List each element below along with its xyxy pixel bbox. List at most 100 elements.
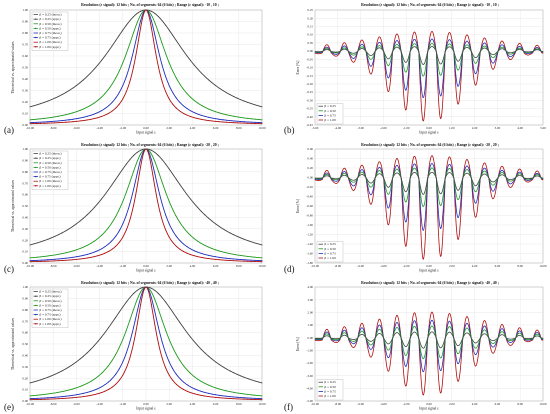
series-point-2 (218, 112, 220, 114)
series-point-3 (97, 112, 99, 114)
series-point-4 (33, 123, 35, 125)
series-point-1 (445, 176, 447, 178)
series-point-4 (475, 216, 477, 217)
series-point-4 (61, 260, 63, 261)
x-tick-label: -10.00 (26, 402, 35, 406)
series-point-4 (150, 304, 152, 305)
series-point-2 (250, 118, 252, 120)
legend-label: β = 0.75 (325, 113, 337, 117)
series-point-4 (387, 224, 389, 225)
legend-label: β = 0.75 (appr.) (40, 36, 61, 40)
series-point-4 (208, 258, 209, 259)
series-point-4 (115, 107, 117, 109)
series-point-4 (363, 41, 364, 43)
series-point-4 (457, 380, 459, 382)
series-point-4 (222, 121, 224, 123)
series-point-3 (490, 60, 492, 62)
series-point-1 (469, 49, 471, 50)
series-point-2 (451, 171, 453, 172)
legend-label: β = 0.75 (theor.) (40, 170, 62, 174)
series-point-4 (165, 229, 167, 231)
series-point-3 (317, 339, 319, 340)
series-point-3 (414, 39, 416, 41)
y-tick-label: -0.60 (306, 204, 313, 208)
series-point-1 (436, 338, 437, 340)
series-point-2 (154, 22, 156, 24)
series-point-4 (72, 397, 74, 399)
y-tick-label: 0.10 (22, 388, 28, 392)
series-point-3 (208, 116, 209, 118)
series-point-2 (490, 342, 492, 343)
series-point-4 (472, 201, 474, 203)
series-point-4 (100, 392, 102, 394)
series-point-1 (348, 177, 349, 179)
series-point-1 (168, 168, 170, 170)
series-point-3 (442, 216, 444, 217)
series-point-4 (421, 106, 422, 107)
y-tick-label: -0.80 (306, 214, 313, 218)
series-point-3 (61, 396, 63, 398)
series-point-3 (381, 171, 383, 172)
series-point-1 (506, 51, 507, 52)
legend-box (31, 150, 69, 190)
series-point-4 (29, 399, 31, 401)
series-point-1 (133, 293, 134, 295)
series-point-4 (79, 396, 81, 398)
series-point-4 (527, 181, 529, 183)
series-point-2 (222, 389, 224, 391)
series-point-1 (129, 297, 131, 298)
y-tick-label: 0.10 (307, 33, 313, 37)
y-tick-label: -1.00 (306, 223, 313, 227)
series-point-2 (90, 104, 92, 106)
series-point-3 (430, 322, 431, 324)
series-point-2 (97, 99, 99, 101)
series-point-3 (104, 246, 106, 248)
series-point-1 (254, 242, 256, 244)
series-point-2 (29, 119, 31, 121)
series-point-4 (204, 257, 206, 259)
series-point-3 (79, 117, 81, 119)
series-point-2 (72, 388, 74, 390)
series-point-2 (396, 44, 398, 45)
series-point-3 (197, 251, 199, 253)
series-point-3 (408, 191, 410, 193)
series-point-3 (125, 352, 127, 354)
series-line-4 (29, 9, 263, 125)
series-point-1 (530, 177, 532, 179)
series-point-2 (509, 180, 510, 182)
series-point-3 (225, 119, 227, 121)
series-point-4 (384, 195, 386, 197)
x-tick-label: 6.00 (213, 264, 219, 268)
series-point-4 (354, 189, 355, 191)
series-point-3 (240, 121, 242, 122)
series-point-1 (58, 95, 59, 97)
series-point-2 (402, 63, 404, 65)
series-point-1 (433, 332, 434, 334)
series-line-4 (314, 31, 544, 122)
series-point-1 (200, 72, 202, 74)
series-point-3 (442, 85, 444, 86)
series-point-4 (108, 389, 109, 390)
series-point-2 (481, 173, 483, 174)
x-tick-label: -8.00 (50, 264, 57, 268)
series-line-3 (314, 38, 544, 99)
series-point-1 (454, 340, 456, 342)
series-point-3 (402, 355, 404, 356)
series-point-4 (129, 357, 131, 359)
series-point-4 (61, 122, 63, 123)
series-point-1 (236, 373, 238, 375)
series-point-4 (243, 398, 245, 400)
series-point-1 (122, 29, 124, 31)
series-point-1 (204, 214, 206, 216)
series-point-4 (47, 122, 49, 124)
series-point-4 (36, 261, 38, 262)
series-point-1 (490, 180, 492, 182)
series-point-2 (433, 44, 434, 46)
series-point-1 (487, 50, 489, 51)
series-point-3 (229, 120, 231, 122)
series-point-1 (332, 178, 334, 179)
series-point-1 (387, 58, 389, 60)
series-point-3 (186, 246, 188, 248)
series-point-2 (133, 309, 134, 310)
